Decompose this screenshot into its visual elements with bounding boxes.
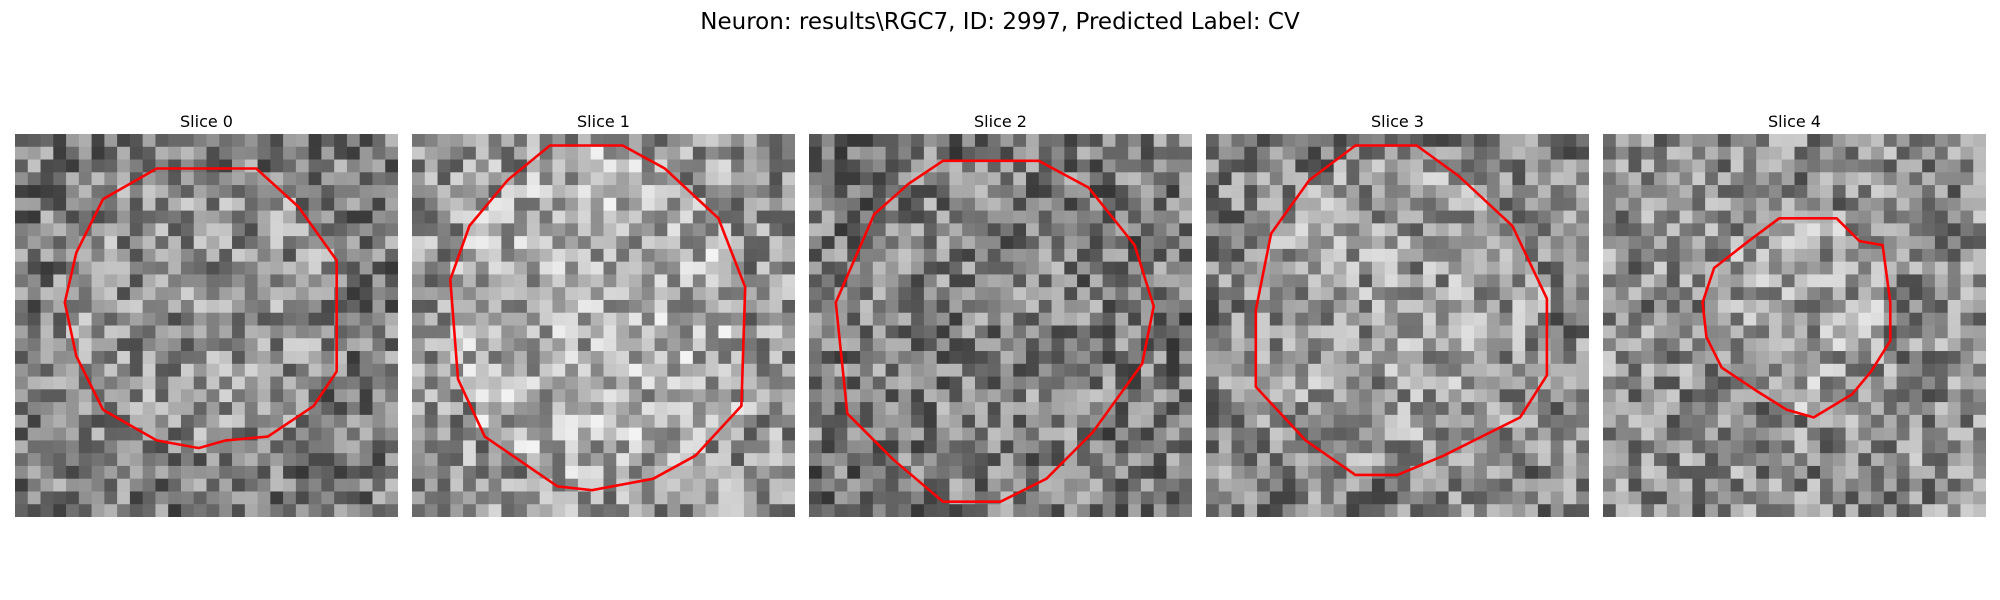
slice-panel-0: Slice 0	[15, 110, 398, 517]
slice-title-4: Slice 4	[1768, 112, 1821, 131]
slice-panel-2: Slice 2	[809, 110, 1192, 517]
slice-image-3	[1206, 134, 1589, 517]
cell-contour	[834, 159, 1156, 504]
slice-image-0	[15, 134, 398, 517]
slice-title-3: Slice 3	[1371, 112, 1424, 131]
slice-title-0: Slice 0	[180, 112, 233, 131]
slice-panel-4: Slice 4	[1603, 110, 1986, 517]
slice-panel-3: Slice 3	[1206, 110, 1589, 517]
slice-title-2: Slice 2	[974, 112, 1027, 131]
slice-title-1: Slice 1	[577, 112, 630, 131]
slice-panel-1: Slice 1	[412, 110, 795, 517]
cell-contour	[448, 144, 747, 492]
slice-image-4	[1603, 134, 1986, 517]
slice-image-1	[412, 134, 795, 517]
figure-title: Neuron: results\RGC7, ID: 2997, Predicte…	[700, 9, 1300, 35]
cell-contour	[1701, 217, 1892, 419]
cell-contour	[1254, 144, 1549, 477]
cell-contour	[63, 167, 339, 450]
slice-image-2	[809, 134, 1192, 517]
